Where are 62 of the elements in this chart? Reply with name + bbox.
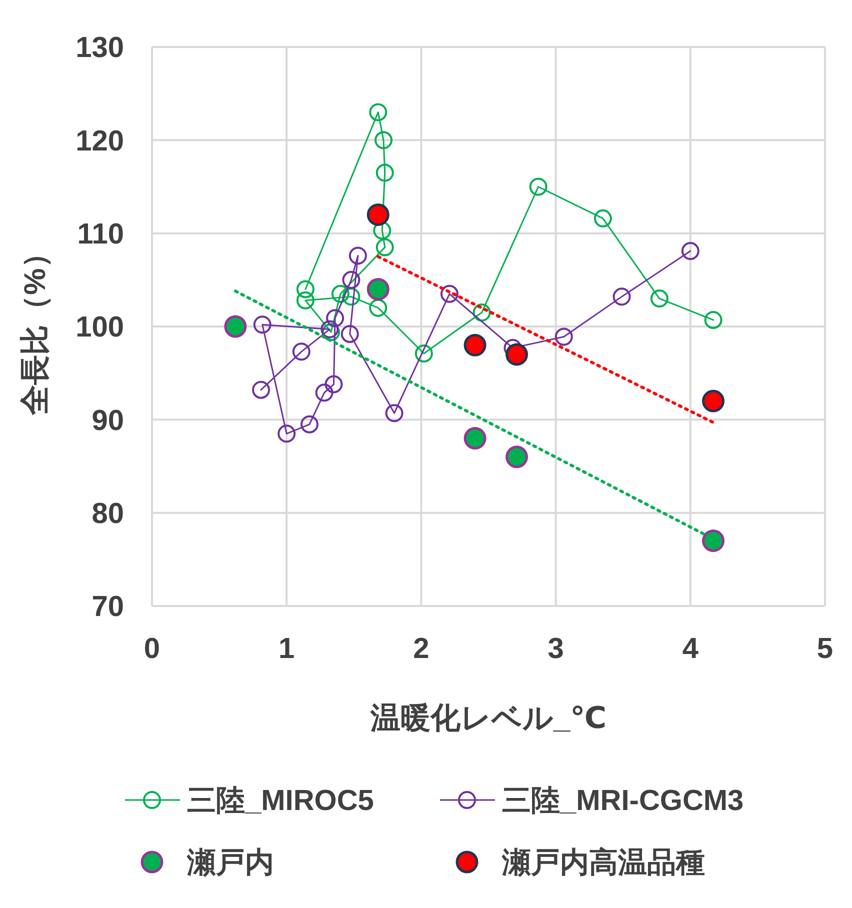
point	[326, 309, 344, 328]
x-axis-title: 温暖化レベル_℃	[369, 702, 607, 735]
point	[702, 530, 725, 552]
point	[296, 280, 314, 298]
y-tick-label: 100	[76, 312, 124, 344]
point	[702, 390, 725, 412]
x-tick-label: 3	[548, 633, 564, 665]
point	[506, 343, 528, 366]
y-tick-label: 70	[92, 591, 124, 624]
point	[342, 270, 360, 289]
x-tick-label: 5	[816, 633, 834, 665]
legend-label: 瀬戸内高温品種	[501, 846, 705, 880]
x-tick-label: 4	[682, 633, 698, 665]
point	[369, 103, 388, 122]
legend-label: 瀬戸内	[186, 847, 274, 880]
point	[464, 427, 486, 450]
point	[373, 222, 392, 240]
point	[224, 315, 247, 338]
point	[376, 238, 394, 256]
point	[324, 375, 343, 394]
point	[322, 323, 340, 342]
x-tick-label: 2	[413, 633, 430, 665]
point	[315, 384, 334, 402]
point	[369, 298, 388, 317]
y-tick-label: 90	[92, 404, 124, 437]
point	[366, 278, 390, 300]
point	[594, 209, 612, 228]
point	[374, 131, 393, 150]
point	[414, 344, 433, 363]
point	[464, 334, 486, 356]
legend-label: 三陸_MRI-CGCM3	[502, 785, 744, 818]
point	[440, 284, 458, 303]
point	[385, 404, 404, 422]
point	[612, 288, 631, 306]
point	[252, 380, 270, 399]
point	[292, 342, 310, 361]
point	[348, 246, 367, 265]
y-tick-label: 80	[92, 498, 124, 530]
x-tick-label: 1	[278, 633, 295, 665]
legend-label: 三陸_MIROC5	[187, 785, 374, 818]
point	[529, 178, 548, 196]
point	[704, 310, 722, 329]
point	[331, 284, 350, 303]
point	[320, 320, 339, 338]
point	[278, 424, 296, 443]
y-axis-title: 全長比（%）	[19, 238, 52, 416]
point	[472, 304, 491, 322]
y-tick-label: 120	[76, 125, 124, 158]
point	[554, 328, 573, 346]
point	[506, 446, 528, 468]
point	[296, 291, 314, 310]
point	[340, 324, 359, 343]
point	[376, 164, 394, 182]
point	[366, 203, 390, 226]
point	[253, 316, 272, 334]
point	[300, 415, 318, 434]
point	[650, 290, 668, 308]
point	[342, 288, 360, 306]
y-tick-label: 130	[76, 32, 124, 64]
y-tick-label: 110	[77, 218, 124, 250]
x-tick-label: 0	[144, 633, 160, 665]
point	[681, 242, 700, 260]
